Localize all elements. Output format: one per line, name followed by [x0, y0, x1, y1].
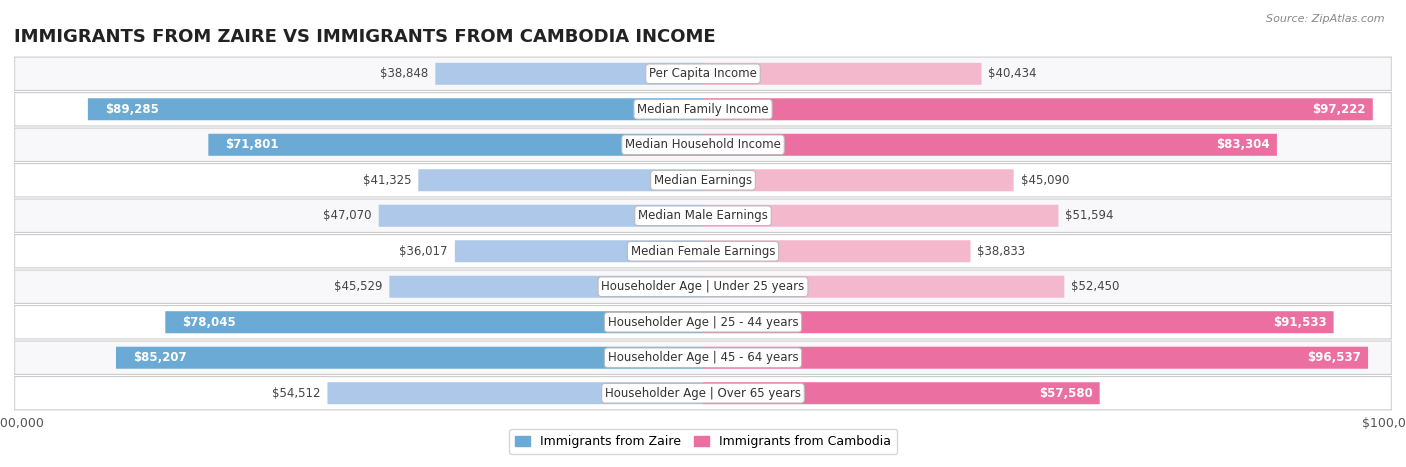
- Text: Householder Age | 45 - 64 years: Householder Age | 45 - 64 years: [607, 351, 799, 364]
- FancyBboxPatch shape: [456, 240, 703, 262]
- Text: $38,848: $38,848: [380, 67, 429, 80]
- Text: $51,594: $51,594: [1066, 209, 1114, 222]
- Text: $52,450: $52,450: [1071, 280, 1119, 293]
- FancyBboxPatch shape: [15, 93, 1391, 125]
- Text: IMMIGRANTS FROM ZAIRE VS IMMIGRANTS FROM CAMBODIA INCOME: IMMIGRANTS FROM ZAIRE VS IMMIGRANTS FROM…: [14, 28, 716, 46]
- FancyBboxPatch shape: [14, 270, 1392, 304]
- Text: $97,222: $97,222: [1312, 103, 1365, 116]
- FancyBboxPatch shape: [14, 163, 1392, 197]
- Text: Median Family Income: Median Family Income: [637, 103, 769, 116]
- FancyBboxPatch shape: [328, 382, 703, 404]
- FancyBboxPatch shape: [15, 306, 1391, 338]
- FancyBboxPatch shape: [15, 129, 1391, 161]
- Text: $83,304: $83,304: [1216, 138, 1270, 151]
- FancyBboxPatch shape: [15, 164, 1391, 196]
- FancyBboxPatch shape: [166, 311, 703, 333]
- Text: $47,070: $47,070: [323, 209, 371, 222]
- Text: Householder Age | Under 25 years: Householder Age | Under 25 years: [602, 280, 804, 293]
- FancyBboxPatch shape: [14, 341, 1392, 375]
- FancyBboxPatch shape: [378, 205, 703, 227]
- FancyBboxPatch shape: [89, 98, 703, 120]
- FancyBboxPatch shape: [703, 347, 1368, 369]
- FancyBboxPatch shape: [14, 234, 1392, 268]
- Text: $91,533: $91,533: [1272, 316, 1327, 329]
- FancyBboxPatch shape: [703, 98, 1372, 120]
- Text: $40,434: $40,434: [988, 67, 1038, 80]
- FancyBboxPatch shape: [14, 376, 1392, 410]
- FancyBboxPatch shape: [389, 276, 703, 298]
- FancyBboxPatch shape: [15, 235, 1391, 267]
- Text: Median Earnings: Median Earnings: [654, 174, 752, 187]
- Text: Median Household Income: Median Household Income: [626, 138, 780, 151]
- FancyBboxPatch shape: [703, 63, 981, 85]
- Text: $71,801: $71,801: [225, 138, 278, 151]
- Text: Householder Age | Over 65 years: Householder Age | Over 65 years: [605, 387, 801, 400]
- FancyBboxPatch shape: [15, 377, 1391, 409]
- Text: $45,090: $45,090: [1021, 174, 1069, 187]
- FancyBboxPatch shape: [703, 240, 970, 262]
- FancyBboxPatch shape: [15, 342, 1391, 374]
- Text: Source: ZipAtlas.com: Source: ZipAtlas.com: [1267, 14, 1385, 24]
- Text: Median Female Earnings: Median Female Earnings: [631, 245, 775, 258]
- Text: Median Male Earnings: Median Male Earnings: [638, 209, 768, 222]
- FancyBboxPatch shape: [14, 305, 1392, 339]
- FancyBboxPatch shape: [703, 205, 1059, 227]
- FancyBboxPatch shape: [419, 169, 703, 191]
- FancyBboxPatch shape: [115, 347, 703, 369]
- Text: $36,017: $36,017: [399, 245, 449, 258]
- Text: $54,512: $54,512: [271, 387, 321, 400]
- FancyBboxPatch shape: [703, 276, 1064, 298]
- Text: $41,325: $41,325: [363, 174, 412, 187]
- Text: $85,207: $85,207: [134, 351, 187, 364]
- FancyBboxPatch shape: [15, 58, 1391, 90]
- Text: $38,833: $38,833: [977, 245, 1025, 258]
- FancyBboxPatch shape: [14, 57, 1392, 91]
- FancyBboxPatch shape: [15, 200, 1391, 232]
- Text: $57,580: $57,580: [1039, 387, 1092, 400]
- FancyBboxPatch shape: [14, 199, 1392, 233]
- Text: Householder Age | 25 - 44 years: Householder Age | 25 - 44 years: [607, 316, 799, 329]
- Legend: Immigrants from Zaire, Immigrants from Cambodia: Immigrants from Zaire, Immigrants from C…: [509, 429, 897, 454]
- FancyBboxPatch shape: [703, 134, 1277, 156]
- FancyBboxPatch shape: [703, 311, 1334, 333]
- FancyBboxPatch shape: [703, 169, 1014, 191]
- FancyBboxPatch shape: [14, 92, 1392, 126]
- FancyBboxPatch shape: [15, 271, 1391, 303]
- Text: $45,529: $45,529: [335, 280, 382, 293]
- FancyBboxPatch shape: [14, 128, 1392, 162]
- FancyBboxPatch shape: [208, 134, 703, 156]
- FancyBboxPatch shape: [436, 63, 703, 85]
- Text: $78,045: $78,045: [183, 316, 236, 329]
- FancyBboxPatch shape: [703, 382, 1099, 404]
- Text: $96,537: $96,537: [1308, 351, 1361, 364]
- Text: Per Capita Income: Per Capita Income: [650, 67, 756, 80]
- Text: $89,285: $89,285: [105, 103, 159, 116]
